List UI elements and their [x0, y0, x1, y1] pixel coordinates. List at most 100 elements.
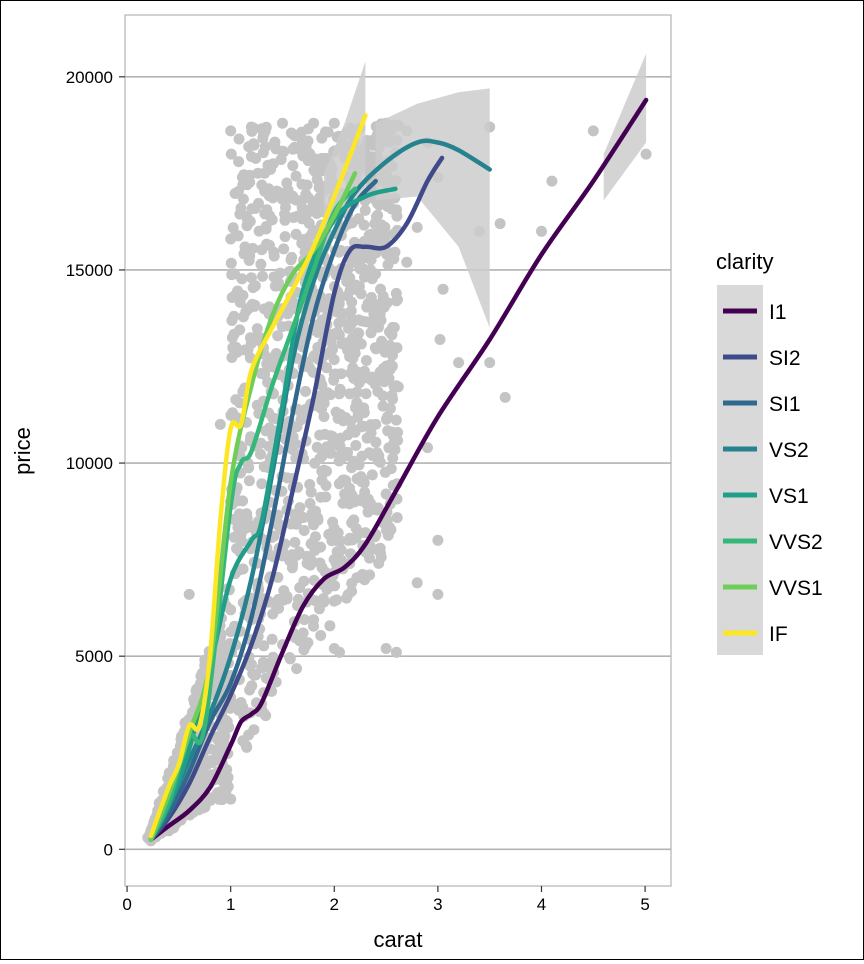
- scatter-point: [329, 527, 341, 539]
- scatter-point: [287, 190, 299, 202]
- scatter-point: [387, 452, 399, 464]
- scatter-point: [185, 790, 197, 801]
- scatter-point: [228, 328, 240, 340]
- series-line-si2: [148, 155, 445, 842]
- scatter-point: [225, 257, 237, 269]
- scatter-point: [274, 267, 286, 279]
- scatter-point: [304, 498, 316, 509]
- scatter-point: [380, 198, 392, 210]
- scatter-point: [168, 755, 180, 766]
- x-axis-title: carat: [374, 927, 423, 952]
- x-tick-label: 2: [330, 895, 339, 914]
- ribbon-i1: [603, 53, 647, 201]
- scatter-point: [499, 391, 511, 403]
- scatter-point: [640, 148, 652, 160]
- scatter-point: [270, 348, 282, 359]
- scatter-point: [546, 175, 558, 187]
- scatter-point: [494, 218, 506, 230]
- scatter-point: [291, 663, 303, 675]
- scatter-point: [375, 283, 386, 295]
- scatter-point: [365, 317, 377, 329]
- scatter-point: [286, 251, 298, 263]
- scatter-point: [391, 512, 403, 524]
- scatter-point: [251, 399, 263, 411]
- scatter-point: [365, 327, 377, 339]
- scatter-point: [379, 466, 391, 478]
- scatter-point: [258, 303, 270, 315]
- scatter-point: [390, 295, 402, 307]
- scatter-point: [389, 246, 401, 258]
- legend-label-si1: SI1: [769, 393, 801, 416]
- y-tick-label: 15000: [66, 261, 113, 280]
- scatter-point: [377, 227, 389, 239]
- scatter-point: [263, 440, 275, 452]
- legend-title: clarity: [716, 249, 773, 274]
- scatter-point: [352, 327, 364, 339]
- scatter-point: [309, 166, 321, 178]
- scatter-point: [227, 222, 239, 234]
- scatter-point: [214, 418, 226, 430]
- y-tick-label: 5000: [75, 647, 113, 666]
- scatter-point: [309, 595, 321, 607]
- x-tick-label: 0: [122, 895, 131, 914]
- scatter-point: [349, 496, 361, 508]
- scatter-point: [484, 357, 496, 369]
- scatter-point: [350, 523, 362, 534]
- scatter-point: [194, 777, 206, 789]
- x-tick-label: 1: [226, 895, 235, 914]
- scatter-point: [307, 200, 319, 211]
- legend-label-vs1: VS1: [769, 485, 809, 508]
- scatter-point: [370, 436, 382, 448]
- scatter-point: [346, 577, 358, 589]
- scatter-point: [334, 440, 346, 452]
- scatter-point: [225, 125, 237, 137]
- scatter-point: [333, 478, 345, 490]
- scatter-point: [328, 117, 340, 129]
- scatter-point: [318, 596, 330, 608]
- y-axis-title: price: [10, 427, 35, 475]
- scatter-point: [290, 170, 302, 182]
- scatter-point: [437, 283, 449, 295]
- scatter-point: [239, 344, 251, 356]
- scatter-point: [351, 397, 363, 409]
- scatter-point: [359, 527, 371, 539]
- scatter-point: [272, 330, 284, 342]
- scatter-point: [260, 223, 272, 235]
- scatter-point: [359, 495, 371, 507]
- scatter-point: [346, 217, 358, 229]
- scatter-point: [346, 313, 358, 325]
- scatter-point: [364, 264, 376, 276]
- scatter-point: [295, 406, 307, 418]
- scatter-point: [390, 414, 402, 426]
- scatter-point: [349, 341, 361, 353]
- legend: clarity I1 SI2 SI1 VS2 VS1 VVS2 VVS1 IF: [716, 249, 823, 655]
- scatter-point: [246, 298, 258, 310]
- scatter-point: [432, 534, 444, 546]
- scatter-point: [366, 469, 378, 481]
- scatter-point: [312, 326, 324, 338]
- scatter-point: [453, 357, 465, 369]
- scatter-point: [322, 126, 334, 138]
- scatter-point: [245, 151, 257, 162]
- scatter-point: [316, 562, 328, 574]
- scatter-point: [360, 388, 372, 400]
- scatter-point: [257, 132, 269, 144]
- x-tick-label: 5: [640, 895, 649, 914]
- scatter-point: [341, 337, 353, 349]
- scatter-point: [344, 388, 356, 400]
- scatter-point: [353, 377, 365, 389]
- scatter-point: [321, 465, 332, 477]
- scatter-point: [324, 620, 336, 632]
- scatter-point: [345, 305, 357, 317]
- scatter-point: [364, 569, 376, 581]
- scatter-point: [257, 147, 269, 159]
- scatter-point: [257, 656, 269, 668]
- y-tick-label: 20000: [66, 68, 113, 87]
- scatter-point: [238, 169, 250, 181]
- scatter-point: [377, 400, 389, 412]
- scatter-point: [249, 202, 261, 214]
- scatter-point: [341, 450, 353, 462]
- scatter-point: [318, 397, 330, 409]
- scatter-point: [382, 259, 394, 271]
- scatter-point: [379, 346, 391, 358]
